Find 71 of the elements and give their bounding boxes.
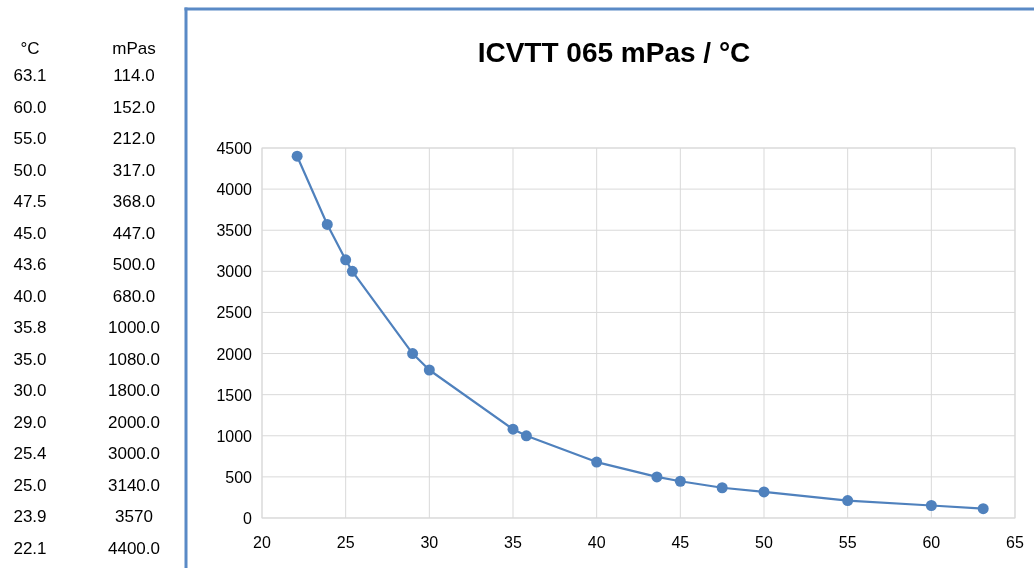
- text: 3570: [115, 507, 153, 526]
- x-tick-label: 45: [671, 534, 690, 551]
- point: [651, 471, 663, 483]
- x-tick-label: 20: [253, 534, 271, 551]
- text: 43.6: [13, 255, 47, 274]
- text: 212.0: [112, 129, 156, 148]
- text: 25.0: [13, 475, 47, 495]
- y-tick-label: 1000: [216, 427, 253, 445]
- text: 2000.0: [108, 412, 160, 432]
- point: [977, 503, 989, 515]
- y-tick-label: 4500: [216, 140, 253, 157]
- text: 500.0: [112, 255, 156, 274]
- point: [674, 475, 686, 487]
- x-tick-label: 30: [420, 534, 439, 551]
- text: 368.0: [112, 192, 156, 211]
- text: 40.0: [13, 286, 47, 306]
- text: mPas: [112, 39, 156, 58]
- text: 29.0: [13, 412, 47, 432]
- x-tick-label: 60: [922, 534, 941, 551]
- text: °C: [20, 39, 40, 58]
- text: 60.0: [13, 97, 47, 117]
- y-tick-label: 2000: [216, 345, 253, 363]
- text: 63.1: [13, 66, 47, 85]
- point: [591, 456, 603, 468]
- point: [346, 265, 358, 277]
- point: [925, 500, 937, 511]
- point: [716, 482, 728, 494]
- y-tick-label: 4000: [216, 181, 253, 199]
- x-tick-label: 50: [755, 534, 773, 551]
- y-tick-label: 3000: [216, 263, 253, 281]
- text: 45.0: [13, 223, 47, 243]
- point: [520, 430, 532, 442]
- text: 47.5: [13, 192, 47, 211]
- text: 55.0: [13, 129, 47, 148]
- point: [340, 254, 352, 266]
- x-tick-label: 55: [838, 534, 857, 551]
- text: 447.0: [112, 223, 156, 243]
- point: [842, 495, 854, 507]
- point: [321, 218, 333, 230]
- x-tick-label: 65: [1006, 534, 1024, 551]
- y-tick-label: 0: [243, 510, 253, 527]
- point: [758, 486, 770, 498]
- text: 22.1: [13, 538, 47, 558]
- y-tick-label: 500: [225, 468, 253, 486]
- point: [407, 348, 419, 360]
- x-tick-label: 25: [336, 534, 355, 551]
- text: 25.4: [13, 444, 47, 463]
- y-tick-label: 3500: [216, 222, 253, 240]
- text: 1800.0: [108, 381, 160, 400]
- point: [423, 364, 435, 376]
- text: 30.0: [13, 381, 47, 400]
- text: 35.8: [13, 318, 47, 337]
- point: [507, 423, 519, 435]
- y-tick-label: 2500: [216, 304, 253, 322]
- x-tick-label: 35: [504, 534, 522, 551]
- chart-title: ICVTT 065 mPas / °C: [477, 37, 751, 68]
- text: 3000.0: [108, 444, 160, 463]
- x-tick-label: 40: [587, 534, 606, 551]
- text: 317.0: [112, 160, 156, 180]
- text: 1080.0: [108, 349, 160, 369]
- y-tick-label: 1500: [216, 386, 253, 404]
- text: 152.0: [112, 97, 156, 117]
- text: 3140.0: [108, 475, 160, 495]
- text: 23.9: [13, 507, 47, 526]
- point: [291, 150, 303, 162]
- text: 680.0: [112, 286, 156, 306]
- text: 35.0: [13, 349, 47, 369]
- text: 114.0: [113, 66, 155, 85]
- text: 50.0: [13, 160, 47, 180]
- text: 4400.0: [108, 538, 160, 558]
- text: 1000.0: [108, 318, 160, 337]
